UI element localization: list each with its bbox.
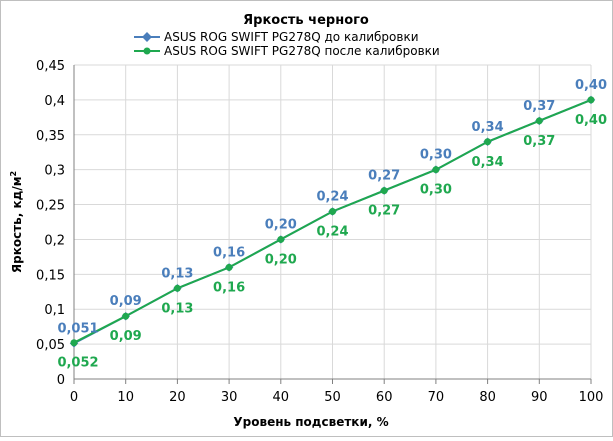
data-label-before: 0,30 [420,148,452,163]
legend-label-after: ASUS ROG SWIFT PG278Q после калибровки [164,44,440,58]
data-point-after [122,312,130,320]
y-tick-label: 0 [57,373,65,388]
data-point-after [432,166,440,174]
data-label-before: 0,16 [213,245,245,260]
data-point-after [225,263,233,271]
data-label-after: 0,13 [161,301,193,316]
legend-marker-before [142,32,152,42]
y-tick-label: 0,15 [36,268,65,283]
data-label-after: 0,24 [316,225,348,240]
data-point-after [380,187,388,195]
data-label-before: 0,34 [472,120,504,135]
x-tick-label: 70 [428,390,445,405]
legend-marker-after [143,47,151,55]
data-label-after: 0,30 [420,183,452,198]
y-tick-label: 0,3 [44,164,65,179]
data-label-after: 0,20 [265,252,297,267]
x-tick-label: 80 [479,390,496,405]
data-label-after: 0,16 [213,280,245,295]
legend-item-before: ASUS ROG SWIFT PG278Q до калибровки [134,30,419,44]
y-tick-labels: 0 0,05 0,1 0,15 0,2 0,25 0,3 0,35 0,4 0,45 [36,59,65,388]
y-tick-label: 0,05 [36,338,65,353]
x-tick-labels: 0 10 20 30 40 50 60 70 80 90 100 [70,390,604,405]
y-tick-label: 0,1 [44,303,65,318]
series-points [69,95,596,348]
data-label-after: 0,34 [472,155,504,170]
data-label-before: 0,09 [110,294,142,309]
x-tick-label: 10 [117,390,134,405]
x-tick-label: 30 [221,390,238,405]
data-label-before: 0,40 [575,78,607,93]
y-tick-label: 0,2 [44,233,65,248]
data-point-after [70,339,78,347]
series-data-labels: 0,051 0,09 0,13 0,16 0,20 0,24 0,27 0,30 0,34 0,3… [57,78,607,371]
legend-label-before: ASUS ROG SWIFT PG278Q до калибровки [164,30,419,44]
data-label-before: 0,051 [57,321,98,336]
data-label-after: 0,27 [368,204,400,219]
x-tick-label: 0 [70,390,78,405]
chart-title: Яркость черного [243,13,369,28]
data-point-after [173,284,181,292]
data-point-after [535,117,543,125]
x-tick-label: 60 [376,390,393,405]
data-label-before: 0,13 [161,266,193,281]
x-tick-label: 90 [531,390,548,405]
data-label-after: 0,052 [57,356,98,371]
data-point-after [277,235,285,243]
y-axis-label-main: Яркость, кд/м [10,176,24,273]
legend-item-after: ASUS ROG SWIFT PG278Q после калибровки [134,44,440,58]
data-point-after [587,96,595,104]
y-tick-label: 0,4 [44,94,65,109]
x-tick-label: 100 [579,390,604,405]
data-label-before: 0,37 [523,99,555,114]
data-point-after [484,138,492,146]
x-tick-label: 20 [169,390,186,405]
data-label-before: 0,27 [368,169,400,184]
data-label-before: 0,24 [316,190,348,205]
axes [73,65,591,380]
x-tick-label: 40 [273,390,290,405]
x-tick-label: 50 [324,390,341,405]
y-axis-label: Яркость, кд/м2 [9,171,24,273]
y-tick-label: 0,25 [36,199,65,214]
data-label-after: 0,40 [575,113,607,128]
data-label-before: 0,20 [265,217,297,232]
legend: ASUS ROG SWIFT PG278Q до калибровки ASUS… [134,30,440,58]
data-label-after: 0,09 [110,329,142,344]
data-label-after: 0,37 [523,134,555,149]
data-point-after [329,208,336,216]
y-tick-label: 0,45 [36,59,65,74]
y-tick-label: 0,35 [36,129,65,144]
y-axis-label-sup: 2 [9,171,18,177]
x-axis-label: Уровень подсветки, % [233,415,388,429]
